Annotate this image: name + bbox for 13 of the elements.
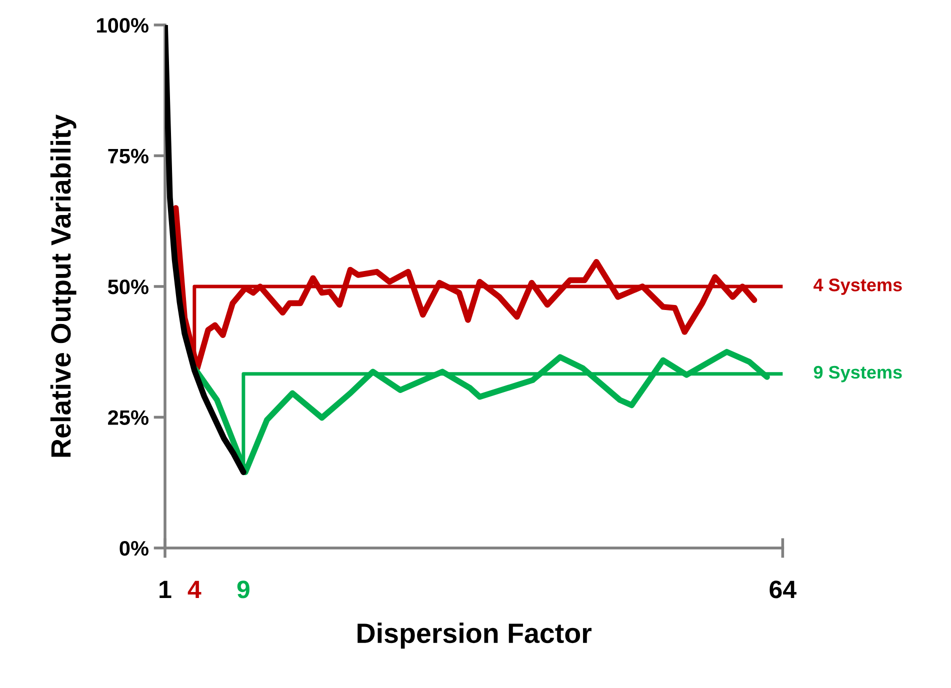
- x-tick-label: 1: [160, 580, 172, 598]
- y-tick-label: 25%: [108, 410, 148, 425]
- x-tick-label: 9: [237, 580, 250, 598]
- y-tick-label: 0%: [120, 540, 148, 556]
- y-tick-label: 100%: [97, 18, 148, 33]
- x-axis-title: Dispersion Factor: [358, 622, 592, 649]
- series-label: 9 Systems: [814, 366, 902, 382]
- y-axis-title: Relative Output Variability: [50, 114, 76, 457]
- x-tick-label: 64: [770, 580, 796, 598]
- y-tick-label: 75%: [108, 148, 148, 164]
- series-label: 4 Systems: [814, 278, 902, 295]
- x-tick-label: 4: [188, 580, 202, 598]
- y-tick-label: 50%: [108, 279, 148, 294]
